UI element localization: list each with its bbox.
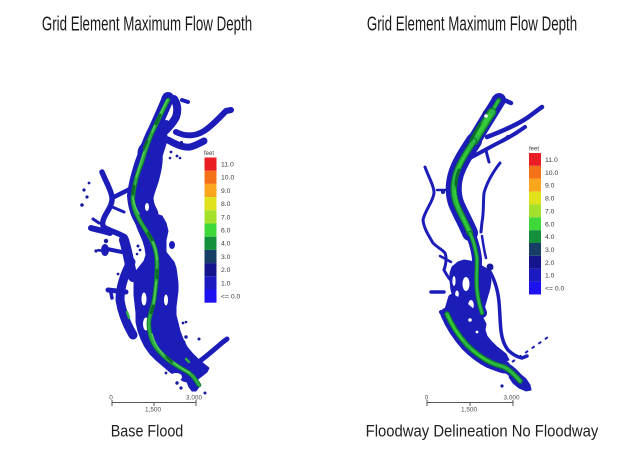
svg-text:11.0: 11.0: [545, 157, 558, 164]
svg-text:8.0: 8.0: [221, 201, 231, 208]
svg-text:6.0: 6.0: [221, 228, 231, 235]
svg-text:9.0: 9.0: [545, 183, 555, 190]
svg-text:Floodway Delineation No Floodw: Floodway Delineation No Floodway: [366, 423, 599, 441]
svg-text:6.0: 6.0: [545, 221, 555, 228]
svg-text:4.0: 4.0: [221, 241, 231, 248]
svg-text:10.0: 10.0: [545, 170, 558, 177]
svg-text:feet: feet: [529, 147, 539, 153]
svg-text:0: 0: [109, 395, 113, 402]
svg-text:1.0: 1.0: [221, 280, 231, 287]
svg-text:<= 0.0: <= 0.0: [545, 286, 564, 293]
svg-text:8.0: 8.0: [545, 196, 555, 203]
svg-text:Grid Element Maximum Flow Dept: Grid Element Maximum Flow Depth: [367, 13, 577, 35]
svg-text:3.0: 3.0: [545, 247, 555, 254]
svg-text:1.0: 1.0: [545, 273, 555, 280]
svg-text:Grid Element Maximum Flow Dept: Grid Element Maximum Flow Depth: [42, 13, 252, 35]
svg-text:3.0: 3.0: [221, 254, 231, 261]
svg-text:7.0: 7.0: [221, 214, 231, 221]
svg-text:3,000: 3,000: [504, 395, 520, 402]
svg-text:4.0: 4.0: [545, 234, 555, 241]
svg-text:11.0: 11.0: [221, 162, 234, 169]
svg-text:9.0: 9.0: [221, 188, 231, 195]
svg-text:feet: feet: [204, 151, 214, 157]
svg-text:Base Flood: Base Flood: [111, 423, 184, 441]
svg-text:0: 0: [425, 395, 429, 402]
svg-text:2.0: 2.0: [545, 260, 555, 267]
svg-text:1,500: 1,500: [145, 407, 161, 414]
svg-text:3,000: 3,000: [186, 395, 202, 402]
svg-text:1,500: 1,500: [461, 407, 477, 414]
svg-text:7.0: 7.0: [545, 208, 555, 215]
svg-text:10.0: 10.0: [221, 175, 234, 182]
svg-text:2.0: 2.0: [221, 267, 231, 274]
svg-text:<= 0.0: <= 0.0: [221, 294, 240, 301]
